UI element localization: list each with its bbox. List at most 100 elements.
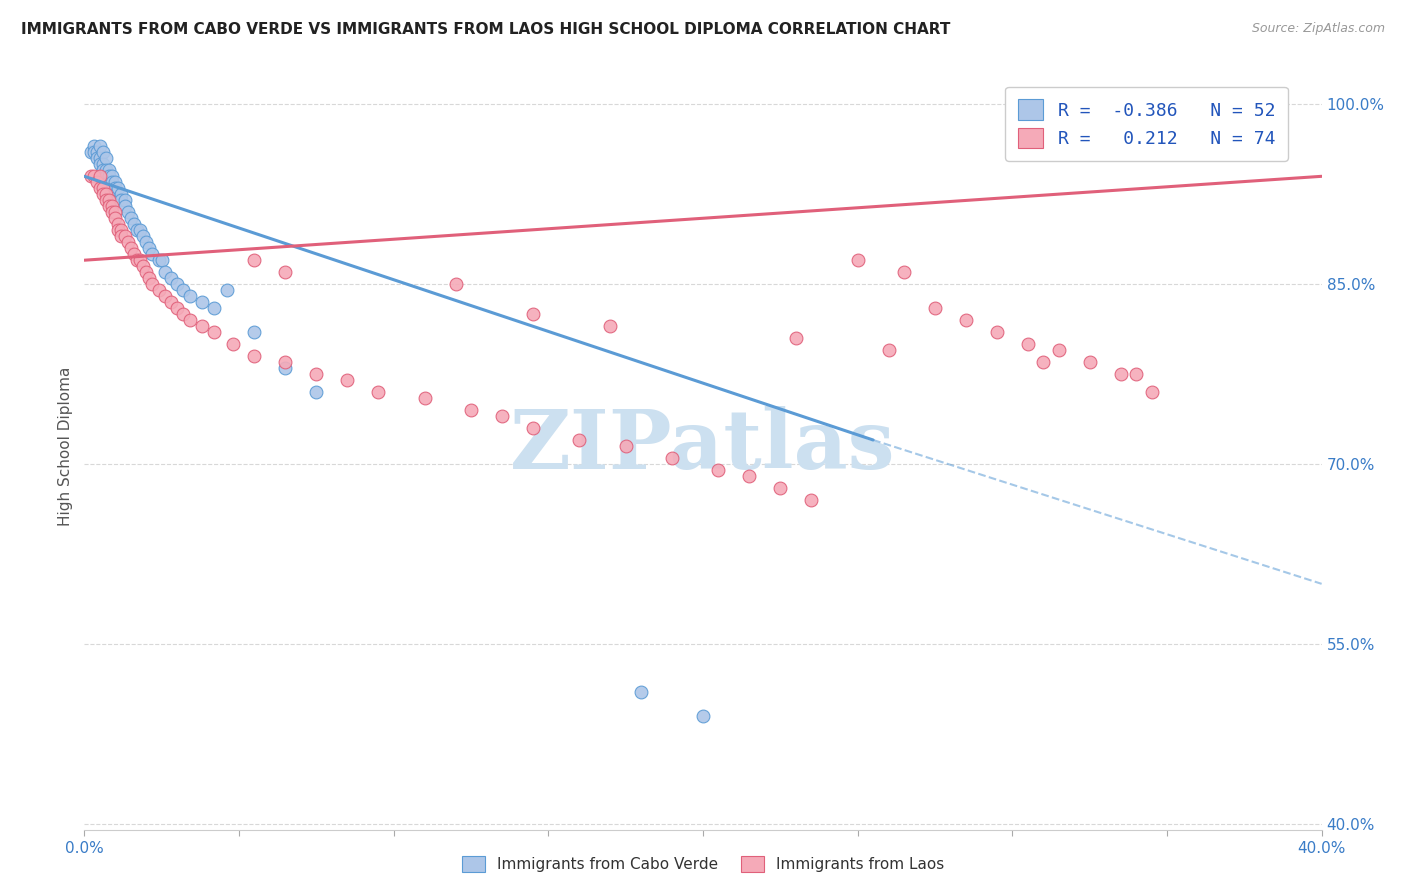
Point <box>1017 337 1039 351</box>
Point <box>630 684 652 698</box>
Text: ZIPatlas: ZIPatlas <box>510 406 896 486</box>
Point <box>104 175 127 189</box>
Point <box>89 151 111 165</box>
Point <box>222 337 245 351</box>
Point <box>568 433 591 447</box>
Point <box>86 145 108 160</box>
Point <box>202 301 225 315</box>
Point <box>110 223 132 237</box>
Point <box>117 205 139 219</box>
Point <box>141 247 163 261</box>
Point <box>98 175 121 189</box>
Point <box>243 253 266 268</box>
Point <box>614 439 637 453</box>
Point <box>1109 367 1132 381</box>
Point <box>179 313 201 327</box>
Point <box>104 205 127 219</box>
Point <box>138 271 160 285</box>
Point <box>893 265 915 279</box>
Point <box>89 157 111 171</box>
Point <box>98 163 121 178</box>
Point <box>191 295 214 310</box>
Point <box>114 199 136 213</box>
Point <box>91 163 114 178</box>
Point <box>160 295 183 310</box>
Point <box>846 253 869 268</box>
Point <box>104 211 127 226</box>
Point <box>877 343 900 357</box>
Point <box>110 187 132 202</box>
Point <box>117 235 139 250</box>
Point <box>191 319 214 334</box>
Point <box>122 247 145 261</box>
Point <box>135 235 157 250</box>
Point <box>172 307 194 321</box>
Point <box>114 229 136 244</box>
Point <box>243 349 266 363</box>
Point <box>522 307 544 321</box>
Point <box>132 229 155 244</box>
Text: Source: ZipAtlas.com: Source: ZipAtlas.com <box>1251 22 1385 36</box>
Point <box>94 163 117 178</box>
Point <box>110 229 132 244</box>
Point <box>148 253 170 268</box>
Point <box>274 265 297 279</box>
Point <box>413 391 436 405</box>
Point <box>738 469 761 483</box>
Point <box>692 708 714 723</box>
Point <box>107 217 129 231</box>
Point <box>83 145 105 160</box>
Point <box>800 492 823 507</box>
Point <box>1078 355 1101 369</box>
Point <box>1047 343 1070 357</box>
Point <box>153 265 176 279</box>
Point <box>91 181 114 195</box>
Point <box>104 187 127 202</box>
Point <box>305 385 328 400</box>
Point <box>460 403 482 417</box>
Point <box>94 151 117 165</box>
Point <box>599 319 621 334</box>
Point <box>114 194 136 208</box>
Point <box>91 145 114 160</box>
Point <box>107 181 129 195</box>
Point <box>110 194 132 208</box>
Point <box>243 325 266 339</box>
Point <box>125 253 148 268</box>
Point <box>91 187 114 202</box>
Point <box>101 175 124 189</box>
Point <box>83 169 105 184</box>
Point <box>135 265 157 279</box>
Legend: R =  -0.386   N = 52, R =   0.212   N = 74: R = -0.386 N = 52, R = 0.212 N = 74 <box>1005 87 1288 161</box>
Point <box>101 199 124 213</box>
Point <box>107 223 129 237</box>
Point <box>522 421 544 435</box>
Point <box>79 169 101 184</box>
Point <box>215 283 238 297</box>
Point <box>367 385 389 400</box>
Point <box>120 241 142 255</box>
Point <box>94 169 117 184</box>
Point <box>98 199 121 213</box>
Point <box>1125 367 1147 381</box>
Point <box>129 253 152 268</box>
Point <box>274 361 297 376</box>
Point <box>129 223 152 237</box>
Point <box>1032 355 1054 369</box>
Point <box>202 325 225 339</box>
Point <box>166 277 188 292</box>
Point <box>955 313 977 327</box>
Point <box>160 271 183 285</box>
Point <box>707 463 730 477</box>
Point <box>141 277 163 292</box>
Point <box>125 223 148 237</box>
Point <box>94 194 117 208</box>
Point <box>1140 385 1163 400</box>
Point <box>89 139 111 153</box>
Point <box>89 181 111 195</box>
Y-axis label: High School Diploma: High School Diploma <box>58 367 73 525</box>
Point <box>89 169 111 184</box>
Point <box>491 409 513 423</box>
Point <box>986 325 1008 339</box>
Point <box>94 187 117 202</box>
